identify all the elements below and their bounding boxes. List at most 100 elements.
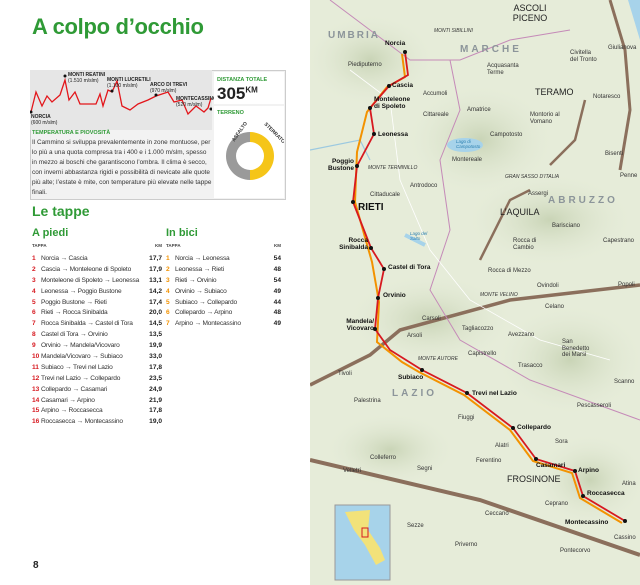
- route-stop-label: RIETI: [358, 202, 384, 213]
- town-label: Montereale: [452, 157, 483, 163]
- town-label: Acquasanta Terme: [487, 63, 519, 76]
- town-label: Cittareale: [423, 112, 449, 118]
- stage-number: 14: [32, 396, 40, 404]
- town-label: Tivoli: [338, 371, 352, 377]
- stage-number: 8: [32, 331, 36, 339]
- stage-number: 9: [32, 342, 36, 350]
- stage-km: 13,1: [149, 276, 162, 284]
- stage-route: Casamari → Arpino: [41, 396, 95, 404]
- stage-row: 1 Norcia → Cascia 17,7: [32, 253, 162, 264]
- stage-route: Rieti → Rocca Sinibalda: [41, 309, 108, 317]
- lake-label: Lago di Campotosto: [456, 139, 481, 149]
- town-label: Ferentino: [476, 458, 502, 464]
- town-label: Piediputerno: [348, 62, 382, 68]
- city-laquila: L’AQUILA: [500, 207, 540, 217]
- town-label: Scanno: [614, 379, 635, 385]
- bike-heading: In bici: [166, 227, 198, 239]
- route-map: UMBRIA MARCHE ABRUZZO LAZIO ASCOLI PICEN…: [310, 0, 640, 585]
- town-label: Barisciano: [552, 223, 581, 229]
- stage-route: Poggio Bustone → Rieti: [41, 298, 107, 306]
- stage-km: 48: [273, 265, 281, 273]
- stage-km: 44: [273, 298, 281, 306]
- stage-number: 7: [166, 320, 170, 328]
- highway-a1: [310, 458, 640, 557]
- route-stop-label: Arpino: [578, 467, 599, 474]
- stage-route: Trevi nel Lazio → Collepardo: [41, 374, 121, 382]
- route-stop-label: Norcia: [385, 40, 406, 47]
- stage-route: Collepardo → Arpino: [175, 309, 233, 317]
- profile-label-monti-reatini: MONTI REATINI (1.510 m/slm): [68, 72, 106, 84]
- route-stop-label: Orvinio: [383, 292, 406, 299]
- town-label: Capistrello: [468, 351, 497, 357]
- stage-number: 1: [166, 254, 170, 262]
- col-km: KM: [274, 243, 281, 248]
- region-umbria: UMBRIA: [328, 30, 380, 41]
- stage-row: 8 Castel di Tora → Orvinio 13,5: [32, 329, 162, 340]
- city-teramo: TERAMO: [535, 87, 574, 97]
- stage-number: 4: [32, 287, 36, 295]
- stage-row: 3 Monteleone di Spoleto → Leonessa 13,1: [32, 275, 162, 286]
- town-label: Pontecorvo: [560, 548, 591, 554]
- town-label: Giulianova: [608, 45, 637, 51]
- stage-row: 5 Subiaco → Collepardo 44: [166, 297, 281, 308]
- stage-route: Monteleone di Spoleto → Leonessa: [41, 276, 140, 284]
- town-label: Penne: [620, 173, 638, 179]
- stage-km: 49: [273, 320, 281, 328]
- page-title: A colpo d’occhio: [32, 14, 204, 39]
- stage-km: 49: [273, 287, 281, 295]
- route-stop-label: Monteleone di Spoleto: [374, 96, 411, 110]
- stage-row: 12 Trevi nel Lazio → Collepardo 23,5: [32, 373, 162, 384]
- town-label: Carsoli: [422, 316, 441, 322]
- stage-row: 15 Arpino → Roccasecca 17,8: [32, 405, 162, 416]
- profile-label-montecassino: MONTECASSINO (520 m/slm): [176, 96, 217, 108]
- town-label: Sora: [555, 439, 568, 445]
- route-stop-label: Rocca Sinibalda: [339, 237, 368, 251]
- stage-number: 16: [32, 418, 40, 426]
- town-label: Campotosto: [490, 132, 523, 138]
- route-stop-label: Subiaco: [398, 374, 424, 381]
- stage-number: 3: [166, 276, 170, 284]
- stage-km: 19,0: [149, 418, 162, 426]
- town-label: Popoli: [618, 282, 635, 288]
- stage-number: 5: [32, 298, 36, 306]
- stage-km: 33,0: [149, 352, 162, 360]
- stage-km: 24,9: [149, 385, 162, 393]
- profile-label-monti-lucretili: MONTI LUCRETILI (1.100 m/slm): [107, 77, 151, 89]
- stage-row: 1 Norcia → Leonessa 54: [166, 253, 281, 264]
- total-distance-label: DISTANZA TOTALE: [217, 77, 268, 83]
- region-abruzzo: ABRUZZO: [548, 195, 618, 206]
- stage-number: 12: [32, 374, 40, 382]
- map-base: [310, 0, 640, 585]
- stage-row: 13 Collepardo → Casamari 24,9: [32, 384, 162, 395]
- stage-route: Subiaco → Collepardo: [175, 298, 237, 306]
- town-label: Rocca di Mezzo: [488, 268, 531, 274]
- stage-row: 5 Poggio Bustone → Rieti 17,4: [32, 297, 162, 308]
- stage-row: 9 Orvinio → Mandela/Vicovaro 19,9: [32, 340, 162, 351]
- terrain-label: TERRENO: [217, 110, 244, 116]
- stage-row: 16 Roccasecca → Montecassino 19,0: [32, 416, 162, 427]
- col-stage: TAPPA: [166, 243, 181, 248]
- stage-route: Castel di Tora → Orvinio: [41, 331, 108, 339]
- town-label: Avezzano: [508, 332, 535, 338]
- stage-km: 14,2: [149, 287, 162, 295]
- town-label: Ovindoli: [537, 283, 559, 289]
- stage-row: 14 Casamari → Arpino 21,9: [32, 395, 162, 406]
- stage-number: 5: [166, 298, 170, 306]
- route-stop-label: Castel di Tora: [388, 264, 431, 271]
- stage-km: 54: [273, 254, 281, 262]
- stage-km: 20,0: [149, 309, 162, 317]
- town-label: Colleferro: [370, 455, 397, 461]
- stage-km: 14,5: [149, 320, 162, 328]
- climate-text: Il Cammino si sviluppa prevalentemente i…: [32, 139, 212, 196]
- town-label: Cassino: [614, 535, 636, 541]
- terrain-donut-chart: ASFALTO STERRATO: [226, 121, 286, 180]
- elevation-profile-line: [29, 74, 213, 116]
- town-label: Velletri: [343, 468, 362, 474]
- region-lazio: LAZIO: [392, 388, 437, 399]
- highway-a24: [310, 283, 640, 387]
- route-stop-label: Trevi nel Lazio: [472, 390, 517, 397]
- town-label: Ceccano: [485, 511, 509, 517]
- stage-km: 19,9: [149, 342, 162, 350]
- stage-number: 2: [32, 265, 36, 273]
- dirt-slice: [250, 132, 274, 180]
